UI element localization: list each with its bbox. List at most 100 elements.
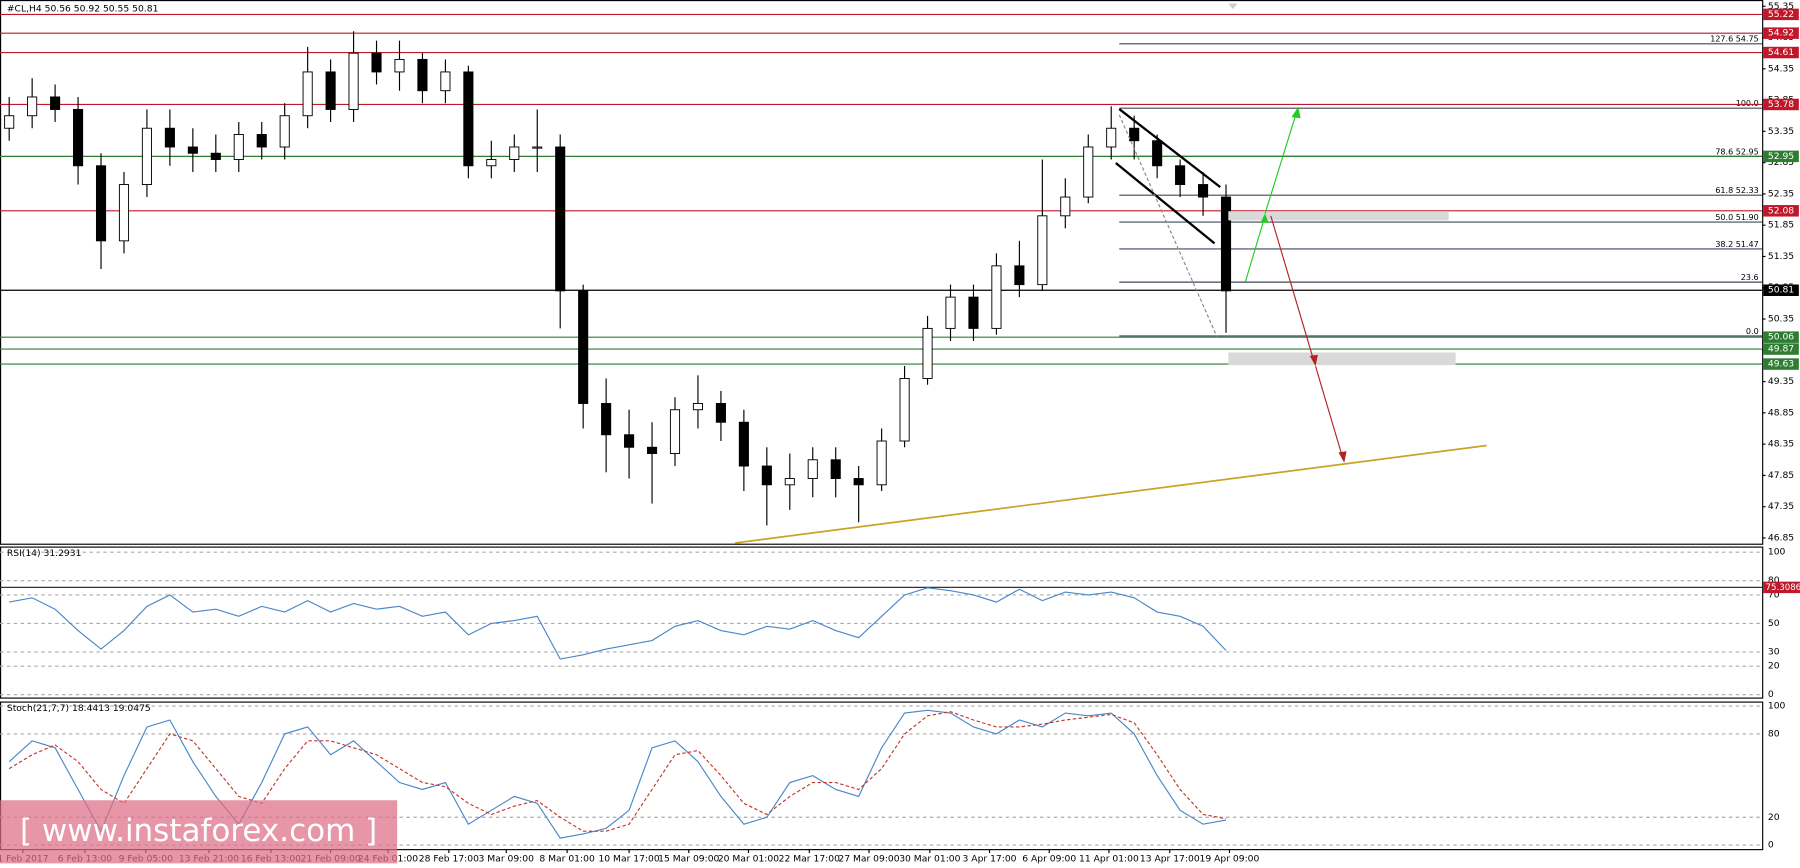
y-tick-label: 53.35 — [1768, 126, 1794, 137]
candle-body — [1220, 196, 1232, 292]
x-tick-label: 6 Apr 09:00 — [1022, 853, 1076, 864]
arrowhead — [1291, 106, 1301, 119]
trendline — [734, 444, 1487, 544]
level-tag-label: 52.08 — [1768, 205, 1794, 216]
x-tick-label: 3 Mar 09:00 — [479, 853, 535, 864]
y-tick-label: 80 — [1768, 575, 1780, 586]
candle-body — [279, 115, 290, 148]
y-tick-label: 0 — [1768, 689, 1774, 700]
candle-body — [440, 71, 451, 92]
y-tick-label: 52.35 — [1768, 188, 1794, 199]
y-tick-label: 100 — [1768, 701, 1786, 712]
candle-body — [50, 96, 61, 110]
candle-body — [922, 327, 933, 379]
x-tick-label: 15 Mar 09:00 — [658, 853, 719, 864]
x-tick-label: 11 Apr 01:00 — [1079, 853, 1139, 864]
candle-body — [1060, 196, 1071, 217]
drawings — [734, 3, 1487, 544]
candle-body — [371, 52, 382, 73]
candle-body — [233, 134, 244, 160]
candle-body — [715, 403, 726, 423]
level-tag-label: 54.61 — [1768, 47, 1794, 58]
candle-body — [876, 440, 887, 486]
x-tick-label: 10 Mar 17:00 — [598, 853, 659, 864]
arrow — [1315, 366, 1344, 460]
level-tag-label: 50.81 — [1768, 285, 1794, 296]
level-tag — [1763, 284, 1799, 296]
level-tag — [1763, 150, 1799, 163]
series-line — [8, 711, 1227, 832]
arrow — [1264, 110, 1298, 214]
arrowhead — [1260, 213, 1269, 223]
zone — [1228, 352, 1456, 366]
fib-label: 0.0 — [1746, 327, 1759, 336]
level-tag — [1763, 331, 1799, 343]
candle-body — [555, 146, 566, 292]
level-tag-label: 49.63 — [1768, 359, 1794, 370]
candle-body — [968, 296, 979, 329]
fib-label: 100.0 — [1736, 99, 1759, 108]
channel-line — [1118, 108, 1221, 189]
fib-label: 23.6 — [1741, 273, 1759, 282]
stoch-panel — [0, 701, 1764, 851]
level-tag-label: 52.95 — [1768, 151, 1794, 162]
level-tag-label: 50.06 — [1768, 332, 1794, 343]
y-tick-label: 47.85 — [1768, 470, 1794, 481]
candle-body — [141, 127, 152, 185]
level-tag — [1763, 27, 1799, 39]
level-tag — [1763, 205, 1799, 217]
rsi-panel — [0, 546, 1764, 699]
y-tick-label: 80 — [1768, 728, 1780, 739]
candle-body — [1175, 165, 1186, 185]
level-tag-label: 49.87 — [1768, 344, 1794, 355]
candle-body — [578, 290, 589, 404]
arrow — [1244, 215, 1266, 282]
candle-body — [1129, 127, 1140, 142]
y-tick-label: 48.85 — [1768, 407, 1794, 418]
candle-body — [187, 146, 198, 154]
y-tick-label: 48.35 — [1768, 439, 1794, 450]
marker-label: 75.3086 — [1766, 583, 1800, 593]
level-tag — [1763, 343, 1799, 355]
x-tick-label: 27 Mar 09:00 — [838, 853, 899, 864]
candle-body — [830, 459, 841, 479]
fib-label: 78.6 52.95 — [1715, 147, 1758, 156]
candle-body — [463, 71, 474, 167]
level-tag-label: 54.92 — [1768, 28, 1794, 39]
fib-label: 50.0 51.90 — [1715, 213, 1758, 222]
marker-tag — [1763, 581, 1800, 594]
candle-body — [532, 146, 543, 149]
candle-body — [1106, 127, 1117, 148]
x-tick-label: 28 Feb 17:00 — [419, 853, 479, 864]
candle-body — [256, 134, 267, 148]
candle-body — [27, 96, 38, 117]
x-tick-label: 30 Mar 01:00 — [899, 853, 960, 864]
candle-body — [73, 109, 84, 167]
candle-body — [853, 478, 864, 486]
rsi-title: RSI(14) 31.2931 — [7, 548, 82, 559]
candle-body — [807, 459, 818, 479]
candle-body — [417, 58, 428, 92]
candle-body — [302, 71, 313, 117]
watermark-box — [0, 800, 398, 864]
candle-body — [761, 465, 772, 486]
candle-body — [601, 403, 612, 436]
watermark: [ www.instaforex.com ] — [20, 813, 377, 849]
x-tick-label: 8 Mar 01:00 — [539, 853, 595, 864]
candle-body — [325, 71, 336, 110]
y-tick-label: 50 — [1768, 618, 1780, 629]
stoch-title: Stoch(21,7,7) 18.4413 19.0475 — [7, 703, 151, 714]
y-tick-label: 51.35 — [1768, 251, 1794, 262]
y-tick-label: 20 — [1768, 661, 1780, 672]
y-tick-label: 46.85 — [1768, 532, 1794, 543]
candle-body — [692, 403, 704, 411]
candle-body — [1152, 140, 1163, 167]
candle-body — [509, 146, 520, 160]
candle-body — [899, 377, 910, 442]
series-line — [9, 587, 1227, 660]
channel-line — [1115, 162, 1216, 245]
arrowhead — [1309, 354, 1318, 367]
level-tag — [1763, 98, 1799, 111]
